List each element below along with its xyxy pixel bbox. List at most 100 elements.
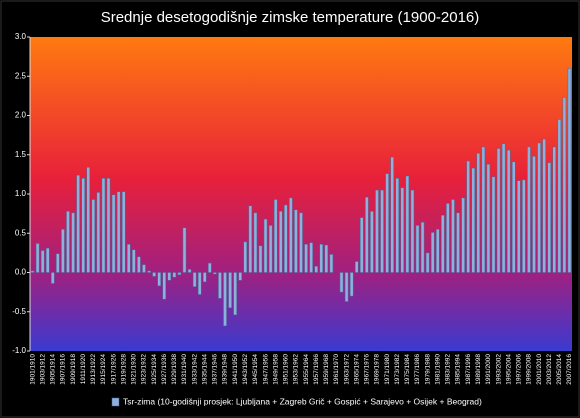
bar bbox=[268, 225, 273, 273]
y-tick-label: 3.0 bbox=[15, 32, 27, 41]
x-tick-label: 1925/1934 bbox=[151, 354, 158, 385]
bar bbox=[258, 245, 263, 273]
bar bbox=[314, 265, 318, 273]
x-tick-label: 1903/1912 bbox=[39, 354, 46, 385]
bar bbox=[177, 272, 182, 276]
bar bbox=[517, 180, 521, 273]
bar bbox=[263, 218, 268, 273]
x-tick-label: 1939/1948 bbox=[222, 354, 229, 385]
bar bbox=[537, 142, 541, 273]
bar bbox=[273, 199, 278, 273]
bar bbox=[35, 243, 40, 273]
bar bbox=[415, 225, 420, 273]
y-tick-label: 0.0 bbox=[15, 268, 27, 277]
x-tick-label: 1965/1974 bbox=[353, 354, 360, 385]
bar bbox=[380, 189, 384, 273]
bar bbox=[253, 212, 258, 273]
bar bbox=[116, 191, 121, 273]
bar bbox=[152, 272, 156, 277]
bar bbox=[567, 68, 572, 273]
bar bbox=[299, 212, 303, 273]
bar bbox=[501, 143, 506, 273]
x-tick-label: 1949/1958 bbox=[272, 354, 279, 385]
bar bbox=[233, 272, 237, 316]
y-tick-label: 1.5 bbox=[15, 150, 27, 159]
bar bbox=[344, 272, 349, 302]
x-tick-label: 1971/1980 bbox=[384, 354, 391, 385]
x-tick-label: 1977/1986 bbox=[414, 354, 421, 385]
bar bbox=[121, 191, 126, 273]
bar bbox=[532, 156, 536, 273]
bar bbox=[354, 261, 359, 273]
bar bbox=[486, 163, 491, 273]
bar bbox=[192, 272, 197, 287]
x-tick-label: 1973/1982 bbox=[394, 354, 401, 385]
x-tick-label: 1937/1946 bbox=[212, 354, 219, 385]
x-tick-label: 1941/1950 bbox=[232, 354, 239, 385]
bar bbox=[496, 148, 501, 273]
bar bbox=[91, 199, 96, 273]
x-tick-label: 1931/1940 bbox=[181, 354, 188, 385]
legend-label: Tsr-zima (10-godišnji prosjek: Ljubljana… bbox=[123, 396, 482, 406]
bar bbox=[61, 229, 65, 273]
bar bbox=[405, 175, 410, 273]
bar bbox=[466, 160, 470, 273]
x-tick-label: 1963/1972 bbox=[343, 354, 350, 385]
x-tick-label: 1955/1964 bbox=[303, 354, 310, 385]
bar bbox=[304, 243, 308, 273]
x-tick-label: 1995/2004 bbox=[505, 354, 512, 385]
x-tick-label: 1915/1924 bbox=[100, 354, 107, 385]
x-tick-label: 1935/1944 bbox=[201, 354, 208, 385]
bar bbox=[202, 272, 207, 283]
bar bbox=[506, 149, 511, 273]
bar bbox=[329, 254, 334, 273]
bar bbox=[284, 204, 288, 273]
x-tick-label: 1919/1928 bbox=[120, 354, 127, 385]
x-tick-label: 1907/1916 bbox=[60, 354, 67, 385]
x-tick-label: 1951/1960 bbox=[283, 354, 290, 385]
y-tick-label: 0.5 bbox=[15, 228, 27, 237]
bar bbox=[81, 178, 85, 273]
x-tick-label: 1989/1998 bbox=[475, 354, 482, 385]
bar bbox=[435, 229, 440, 273]
legend-swatch bbox=[111, 397, 120, 407]
x-tick-label: 2001/2010 bbox=[536, 354, 543, 385]
plot-area bbox=[30, 37, 572, 351]
bar bbox=[218, 272, 222, 299]
bar bbox=[390, 156, 394, 273]
y-tick-label: 1.0 bbox=[15, 189, 27, 198]
x-tick-label: 1905/1914 bbox=[50, 354, 57, 385]
bar bbox=[385, 173, 389, 273]
bar bbox=[446, 203, 450, 273]
bar bbox=[324, 244, 329, 273]
x-tick-label: 1967/1976 bbox=[364, 354, 371, 385]
x-tick-label: 1961/1970 bbox=[333, 354, 340, 385]
bar bbox=[106, 178, 111, 273]
bar bbox=[456, 212, 460, 273]
x-tick-label: 1911/1920 bbox=[80, 354, 87, 385]
bar bbox=[557, 119, 562, 273]
bar bbox=[542, 138, 546, 273]
y-tick-label: 2.5 bbox=[15, 71, 27, 80]
x-tick-label: 1945/1954 bbox=[252, 354, 259, 385]
bar bbox=[248, 205, 253, 273]
x-tick-label: 1943/1952 bbox=[242, 354, 249, 385]
bar bbox=[491, 176, 496, 273]
bar bbox=[127, 243, 131, 273]
bar bbox=[400, 187, 405, 273]
bar bbox=[294, 209, 298, 273]
bar bbox=[162, 272, 167, 300]
x-tick-label: 1985/1994 bbox=[455, 354, 462, 385]
bar bbox=[76, 174, 80, 273]
x-tick-label: 2005/2014 bbox=[556, 354, 563, 385]
chart-title: Srednje desetogodišnje zimske temperatur… bbox=[101, 9, 480, 26]
bar bbox=[187, 269, 192, 273]
bar bbox=[30, 270, 35, 273]
bar bbox=[40, 250, 45, 273]
bar bbox=[511, 161, 516, 273]
bar bbox=[476, 152, 481, 273]
bar bbox=[243, 241, 248, 273]
x-tick-label: 1991/2000 bbox=[485, 354, 492, 385]
bar bbox=[461, 197, 465, 273]
